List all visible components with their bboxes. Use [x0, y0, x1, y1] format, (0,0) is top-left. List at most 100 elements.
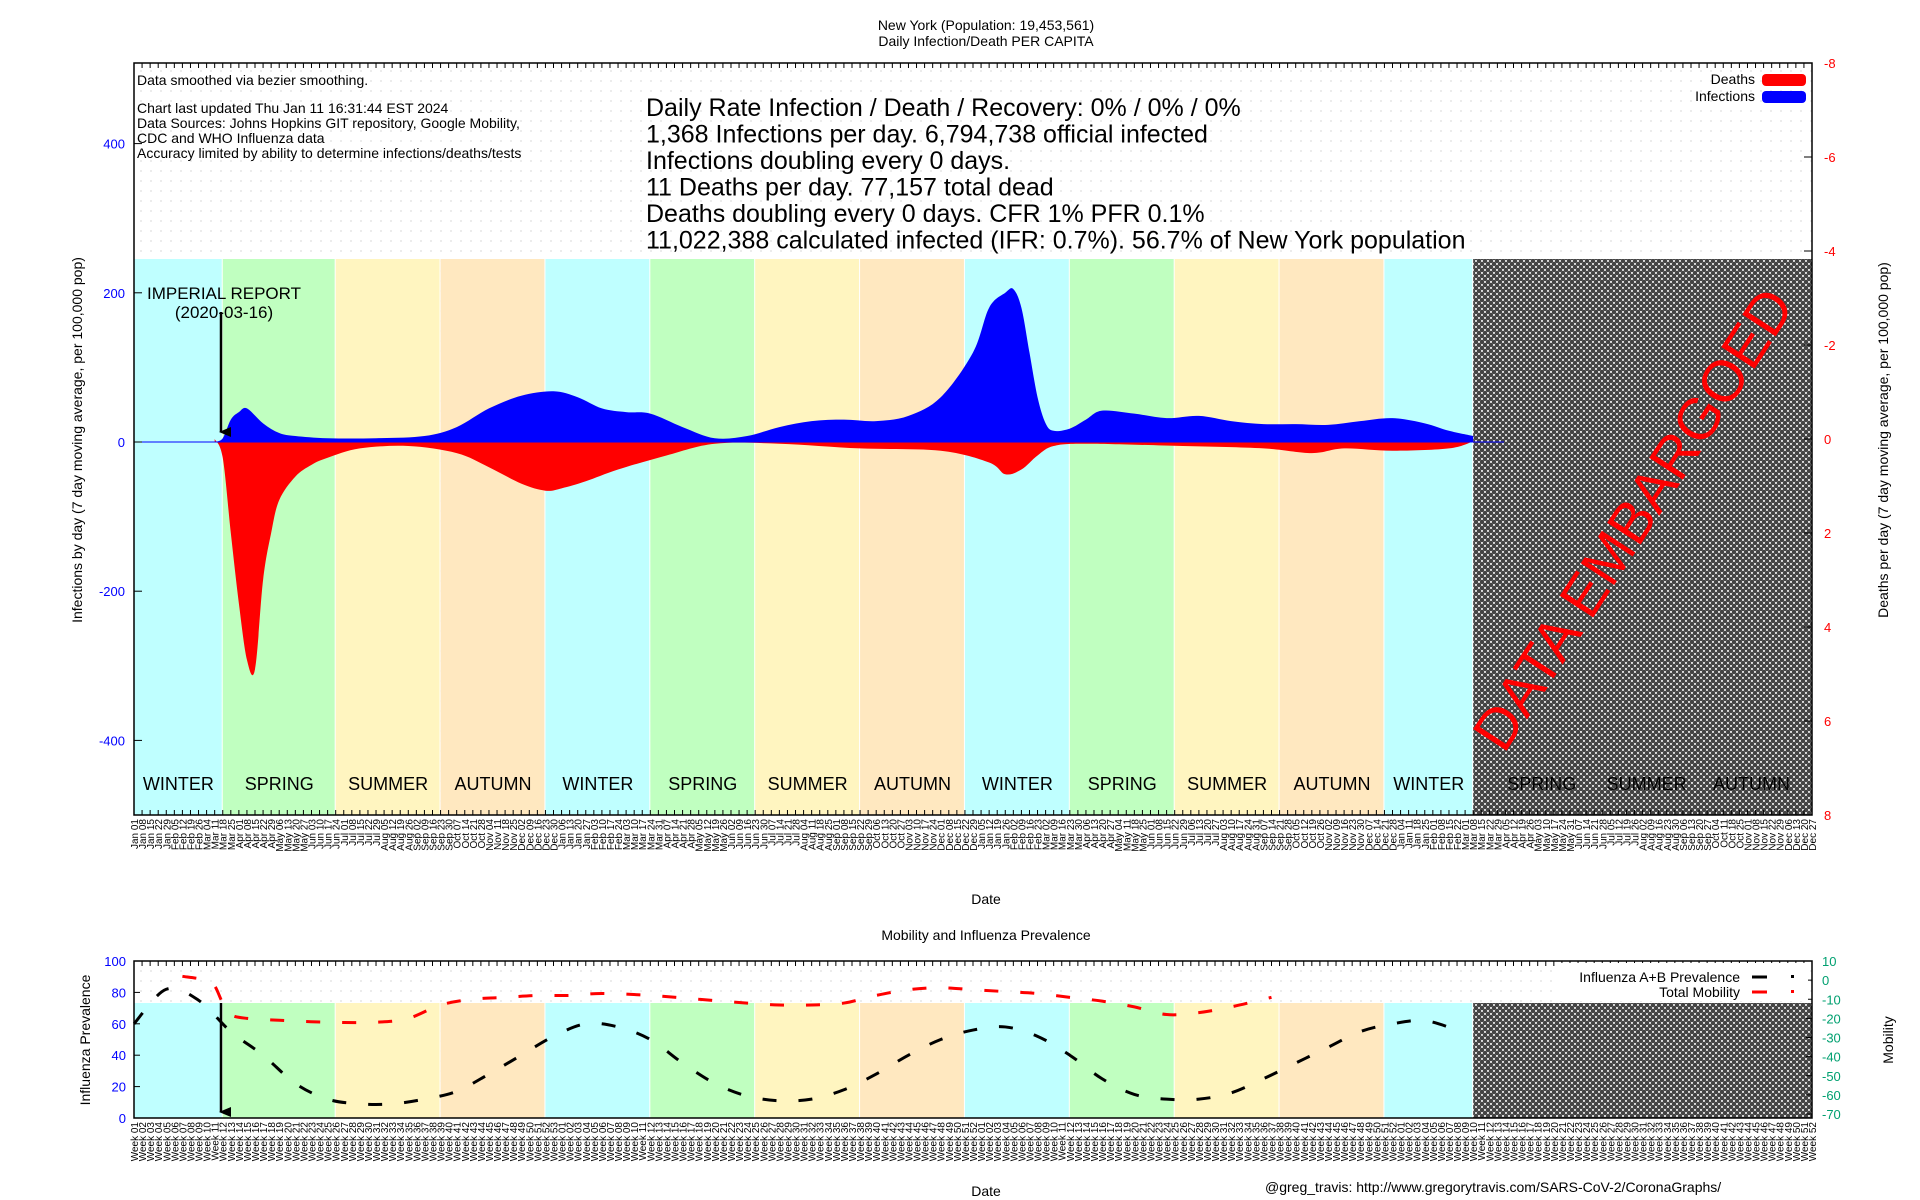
- lower-y2-tick-label: 10: [1822, 954, 1836, 969]
- lower-x-tick-label: Week 08: [1453, 1122, 1464, 1162]
- lower-x-tick-label: Week 17: [687, 1122, 698, 1162]
- lower-x-tick-label: Week 11: [211, 1122, 222, 1161]
- lower-x-tick-label: Week 13: [1493, 1122, 1504, 1162]
- main-season-labels: WINTER SPRING SUMMER AUTUMN WINTER SPRING SUMM…: [143, 774, 1790, 794]
- x-tick-label: Jan 25: [1421, 819, 1432, 849]
- x-tick-label: Feb 12: [178, 819, 189, 851]
- lower-x-tick-label: Week 33: [1655, 1122, 1666, 1162]
- lower-x-tick-label: Week 38: [428, 1122, 439, 1162]
- lower-season-band-winter: [1384, 1003, 1473, 1118]
- main-title-line1: New York (Population: 19,453,561): [878, 17, 1094, 33]
- lower-x-tick-label: Week 06: [1017, 1122, 1028, 1162]
- lower-x-tick-label: Week 37: [420, 1122, 431, 1162]
- x-tick-label: Oct 12: [1300, 819, 1311, 849]
- x-tick-label: Mar 25: [227, 819, 238, 851]
- lower-x-tick-label: Week 49: [517, 1122, 528, 1162]
- lower-x-tick-label: Week 46: [1760, 1122, 1771, 1162]
- lower-x-tick-label: Week 34: [824, 1122, 835, 1162]
- lower-x-tick-label: Week 39: [1284, 1122, 1295, 1162]
- legend-swatch-infections: [1762, 91, 1806, 103]
- x-tick-label: Feb 17: [606, 819, 617, 851]
- x-tick-label: Jan 05: [977, 819, 988, 849]
- lower-x-tick-label: Week 11: [638, 1122, 649, 1161]
- lower-x-tick-label: Week 19: [1542, 1122, 1553, 1162]
- legend-dot-mobility: [1791, 990, 1794, 993]
- lower-x-tick-label: Week 48: [1356, 1122, 1367, 1162]
- x-tick-label: Jun 17: [324, 819, 335, 849]
- lower-x-tick-label: Week 51: [1380, 1122, 1391, 1162]
- x-tick-label: Jun 15: [1163, 819, 1174, 849]
- x-tick-label: Jun 23: [751, 819, 762, 849]
- lower-y2-axis-label: Mobility: [1880, 1016, 1896, 1063]
- x-tick-label: Apr 29: [267, 819, 278, 849]
- x-tick-label: Oct 20: [888, 819, 899, 849]
- x-tick-label: Feb 10: [598, 819, 609, 851]
- lower-x-tick-label: Week 52: [1808, 1122, 1819, 1162]
- lower-x-tick-label: Week 41: [1300, 1122, 1311, 1162]
- lower-x-tick-label: Week 21: [291, 1122, 302, 1162]
- x-tick-label: Oct 18: [1727, 819, 1738, 849]
- legend-swatch-deaths: [1762, 74, 1806, 86]
- lower-x-tick-label: Week 20: [283, 1122, 294, 1162]
- x-tick-label: Dec 21: [1380, 819, 1391, 851]
- y2-tick-label: -2: [1824, 338, 1836, 353]
- x-tick-label: Mar 15: [1477, 819, 1488, 851]
- x-tick-label: Oct 07: [453, 819, 464, 849]
- lower-x-tick-label: Week 16: [679, 1122, 690, 1162]
- season-band-spring: [1069, 259, 1174, 815]
- lower-x-tick-label: Week 52: [969, 1122, 980, 1162]
- lower-x-tick-label: Week 27: [1606, 1122, 1617, 1162]
- lower-x-tick-label: Week 19: [275, 1122, 286, 1162]
- lower-x-tick-label: Week 29: [356, 1122, 367, 1162]
- lower-x-tick-label: Week 24: [743, 1122, 754, 1162]
- lower-x-tick-label: Week 04: [154, 1122, 165, 1162]
- x-tick-label: Oct 05: [1292, 819, 1303, 849]
- lower-x-tick-label: Week 19: [703, 1122, 714, 1162]
- lower-x-tick-label: Week 37: [848, 1122, 859, 1162]
- x-tick-label: Jun 28: [1598, 819, 1609, 849]
- x-tick-label: Sep 27: [1703, 819, 1714, 851]
- lower-x-tick-label: Week 16: [251, 1122, 262, 1162]
- lower-x-tick-label: Week 31: [800, 1122, 811, 1162]
- x-tick-label: Sep 01: [832, 819, 843, 851]
- x-tick-label: Nov 25: [509, 819, 520, 851]
- lower-x-tick-label: Week 12: [1066, 1122, 1077, 1162]
- season-band-winter: [545, 259, 650, 815]
- x-tick-label: Mar 11: [211, 819, 222, 850]
- lower-x-tick-label: Week 48: [1776, 1122, 1787, 1162]
- lower-x-tick-label: Week 22: [299, 1122, 310, 1162]
- lower-x-tick-label: Week 51: [961, 1122, 972, 1162]
- lower-x-tick-label: Week 38: [1276, 1122, 1287, 1162]
- lower-y-tick-label: 40: [112, 1048, 126, 1063]
- lower-x-tick-label: Week 21: [719, 1122, 730, 1162]
- x-tick-label: Nov 04: [485, 819, 496, 851]
- x-tick-label: Jun 09: [735, 819, 746, 849]
- season-band-summer: [335, 259, 440, 815]
- x-tick-label: May 25: [1138, 819, 1149, 852]
- lower-x-tick-label: Week 27: [767, 1122, 778, 1162]
- lower-season-band-autumn: [440, 1003, 545, 1118]
- lower-x-tick-label: Week 53: [550, 1122, 561, 1162]
- x-tick-label: May 19: [711, 819, 722, 852]
- legend-label-deaths: Deaths: [1711, 71, 1755, 87]
- lower-x-tick-label: Week 29: [1622, 1122, 1633, 1162]
- x-tick-label: Jan 27: [582, 819, 593, 849]
- lower-x-tick-label: Week 16: [1098, 1122, 1109, 1162]
- lower-x-tick-label: Week 13: [227, 1122, 238, 1162]
- x-tick-label: May 10: [1542, 819, 1553, 852]
- x-tick-label: Feb 19: [186, 819, 197, 851]
- x-tick-label: Jun 08: [1155, 819, 1166, 849]
- x-tick-label: Dec 01: [937, 819, 948, 851]
- x-tick-label: Nov 18: [501, 819, 512, 851]
- lower-x-tick-label: Week 14: [662, 1122, 673, 1162]
- x-tick-label: Jul 07: [767, 819, 778, 846]
- season-label: SUMMER: [348, 774, 428, 794]
- x-tick-label: Nov 30: [1356, 819, 1367, 851]
- x-tick-label: May 04: [1114, 819, 1125, 852]
- y-tick-label: 400: [103, 137, 125, 152]
- x-tick-label: Oct 11: [1719, 819, 1730, 848]
- lower-x-tick-label: Week 24: [316, 1122, 327, 1162]
- x-tick-label: Jun 29: [1179, 819, 1190, 849]
